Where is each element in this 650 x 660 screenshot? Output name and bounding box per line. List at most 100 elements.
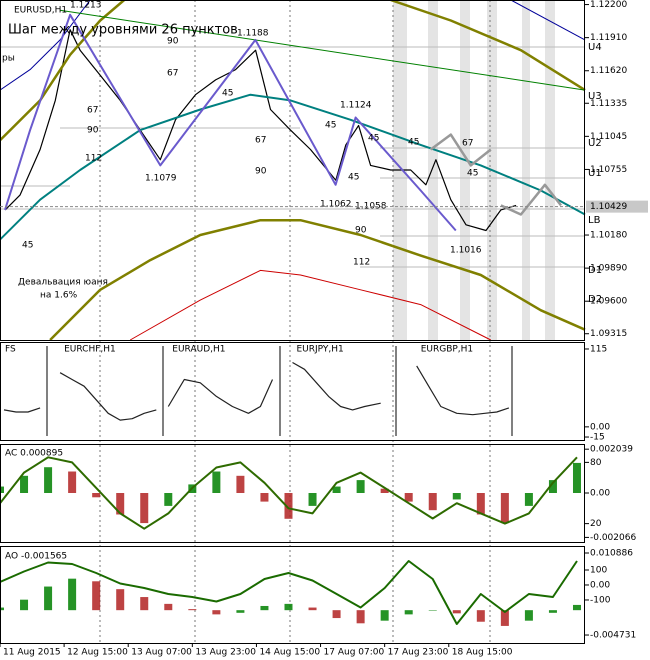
series-line: [429, 133, 492, 167]
annotations: 1.1213 Шаг между уровнями 26 пунктов 1.1…: [2, 1, 602, 306]
fib-label: 67: [167, 69, 178, 79]
panel: [3, 361, 510, 421]
panel-frame: [0, 444, 585, 543]
histogram-bar: [284, 603, 293, 611]
current-price-label: 1.10429: [590, 202, 627, 212]
histogram-bar: [356, 480, 365, 493]
annotation: 1.1062: [320, 200, 352, 210]
fib-label: 45: [348, 173, 359, 183]
panel-title: EURUSD,H1: [14, 6, 67, 16]
series-line: [500, 183, 562, 216]
histogram-bar: [548, 480, 557, 493]
histogram-bar: [452, 493, 461, 500]
histogram-bar: [212, 610, 221, 615]
band: [522, 0, 530, 340]
histogram-bar: [68, 471, 77, 493]
histogram-bar: [0, 607, 4, 611]
current-price-box: [586, 200, 648, 213]
y-tick-label: 0.00: [590, 422, 610, 432]
level-label: D2: [588, 294, 602, 305]
x-tick-label: 14 Aug 15:00: [259, 648, 320, 658]
fib-label: 45: [368, 134, 379, 144]
series-line: [60, 9, 586, 91]
fib-label: 67: [462, 139, 473, 149]
level-label: U4: [588, 42, 602, 53]
annotation: 1.1124: [340, 101, 372, 111]
y-tick-label: 80: [590, 458, 602, 468]
y-tick-label: 0.002039: [590, 445, 633, 455]
y-tick-label: 1.11620: [590, 66, 627, 76]
histogram-bar: [260, 493, 269, 502]
histogram-bar: [260, 605, 269, 611]
series-line: [59, 372, 157, 421]
series-line: [129, 269, 492, 341]
panel-title: AO -0.001565: [5, 552, 67, 562]
histogram-bar: [452, 610, 461, 614]
level-label: U1: [588, 168, 602, 179]
series-line: [390, 0, 586, 92]
histogram-bar: [500, 610, 509, 626]
histogram-bar: [308, 607, 317, 611]
fib-label: 90: [255, 167, 267, 177]
fib-label: 90: [167, 37, 179, 47]
y-tick-label: 1.11045: [590, 132, 627, 142]
series-line: [416, 365, 510, 416]
time-separators: [46, 0, 513, 643]
histogram-bar: [188, 609, 197, 611]
histogram-bar: [428, 610, 437, 611]
series-line: [3, 407, 41, 413]
y-tick-label: 0.00: [590, 580, 610, 590]
annotation: Девальвация юаня: [18, 278, 108, 288]
annotation: Шаг между уровнями 26 пунктов: [8, 23, 238, 38]
annotation: 1.1016: [450, 246, 482, 256]
x-tick-label: 11 Aug 2015: [3, 648, 61, 658]
fib-label: 112: [85, 154, 102, 164]
level-label: U2: [588, 138, 602, 149]
x-tick-label: 17 Aug 07:00: [324, 648, 385, 658]
panel: [0, 456, 581, 530]
y-tick-label: -100: [590, 595, 611, 605]
histogram-bar: [308, 493, 317, 506]
histogram-bar: [356, 610, 365, 624]
histogram-bar: [548, 610, 557, 613]
band: [428, 0, 438, 340]
histogram-bar: [404, 610, 413, 615]
level-label: D1: [588, 265, 602, 276]
panel-frame: [0, 342, 585, 441]
histogram-bar: [92, 493, 101, 498]
fib-label: 45: [222, 89, 233, 99]
y-tick-label: -0.004731: [590, 631, 636, 641]
series-line: [292, 361, 381, 411]
band: [460, 0, 470, 340]
histogram-bar: [380, 610, 389, 621]
fib-label: 90: [87, 126, 99, 136]
annotation: ры: [2, 54, 15, 64]
histogram-bar: [0, 486, 4, 493]
fib-label: 45: [22, 241, 33, 251]
y-tick-label: 1.11910: [590, 33, 627, 43]
symbol-label: EURAUD,H1: [172, 345, 225, 355]
series-line: [0, 456, 578, 530]
level-label: U3: [588, 91, 602, 102]
histogram-bar: [92, 581, 101, 611]
histogram-bar: [332, 610, 341, 619]
panel-frame: [0, 546, 585, 644]
y-tick-label: 1.12200: [590, 0, 627, 10]
fib-label: 67: [255, 136, 266, 146]
histogram-bar: [140, 597, 149, 611]
fib-label: 67: [87, 106, 98, 116]
histogram-bar: [236, 610, 245, 613]
histogram-bar: [572, 604, 581, 611]
fib-label: 45: [325, 121, 336, 131]
histogram-bar: [164, 603, 173, 611]
histogram-bar: [164, 493, 173, 506]
fib-label: 90: [355, 226, 367, 236]
band: [545, 0, 555, 340]
symbol-label: EURGBP,H1: [421, 345, 473, 355]
fib-label: 45: [467, 169, 478, 179]
series-line: [510, 0, 586, 41]
frame: [0, 0, 585, 644]
panel-frame: [0, 0, 585, 341]
